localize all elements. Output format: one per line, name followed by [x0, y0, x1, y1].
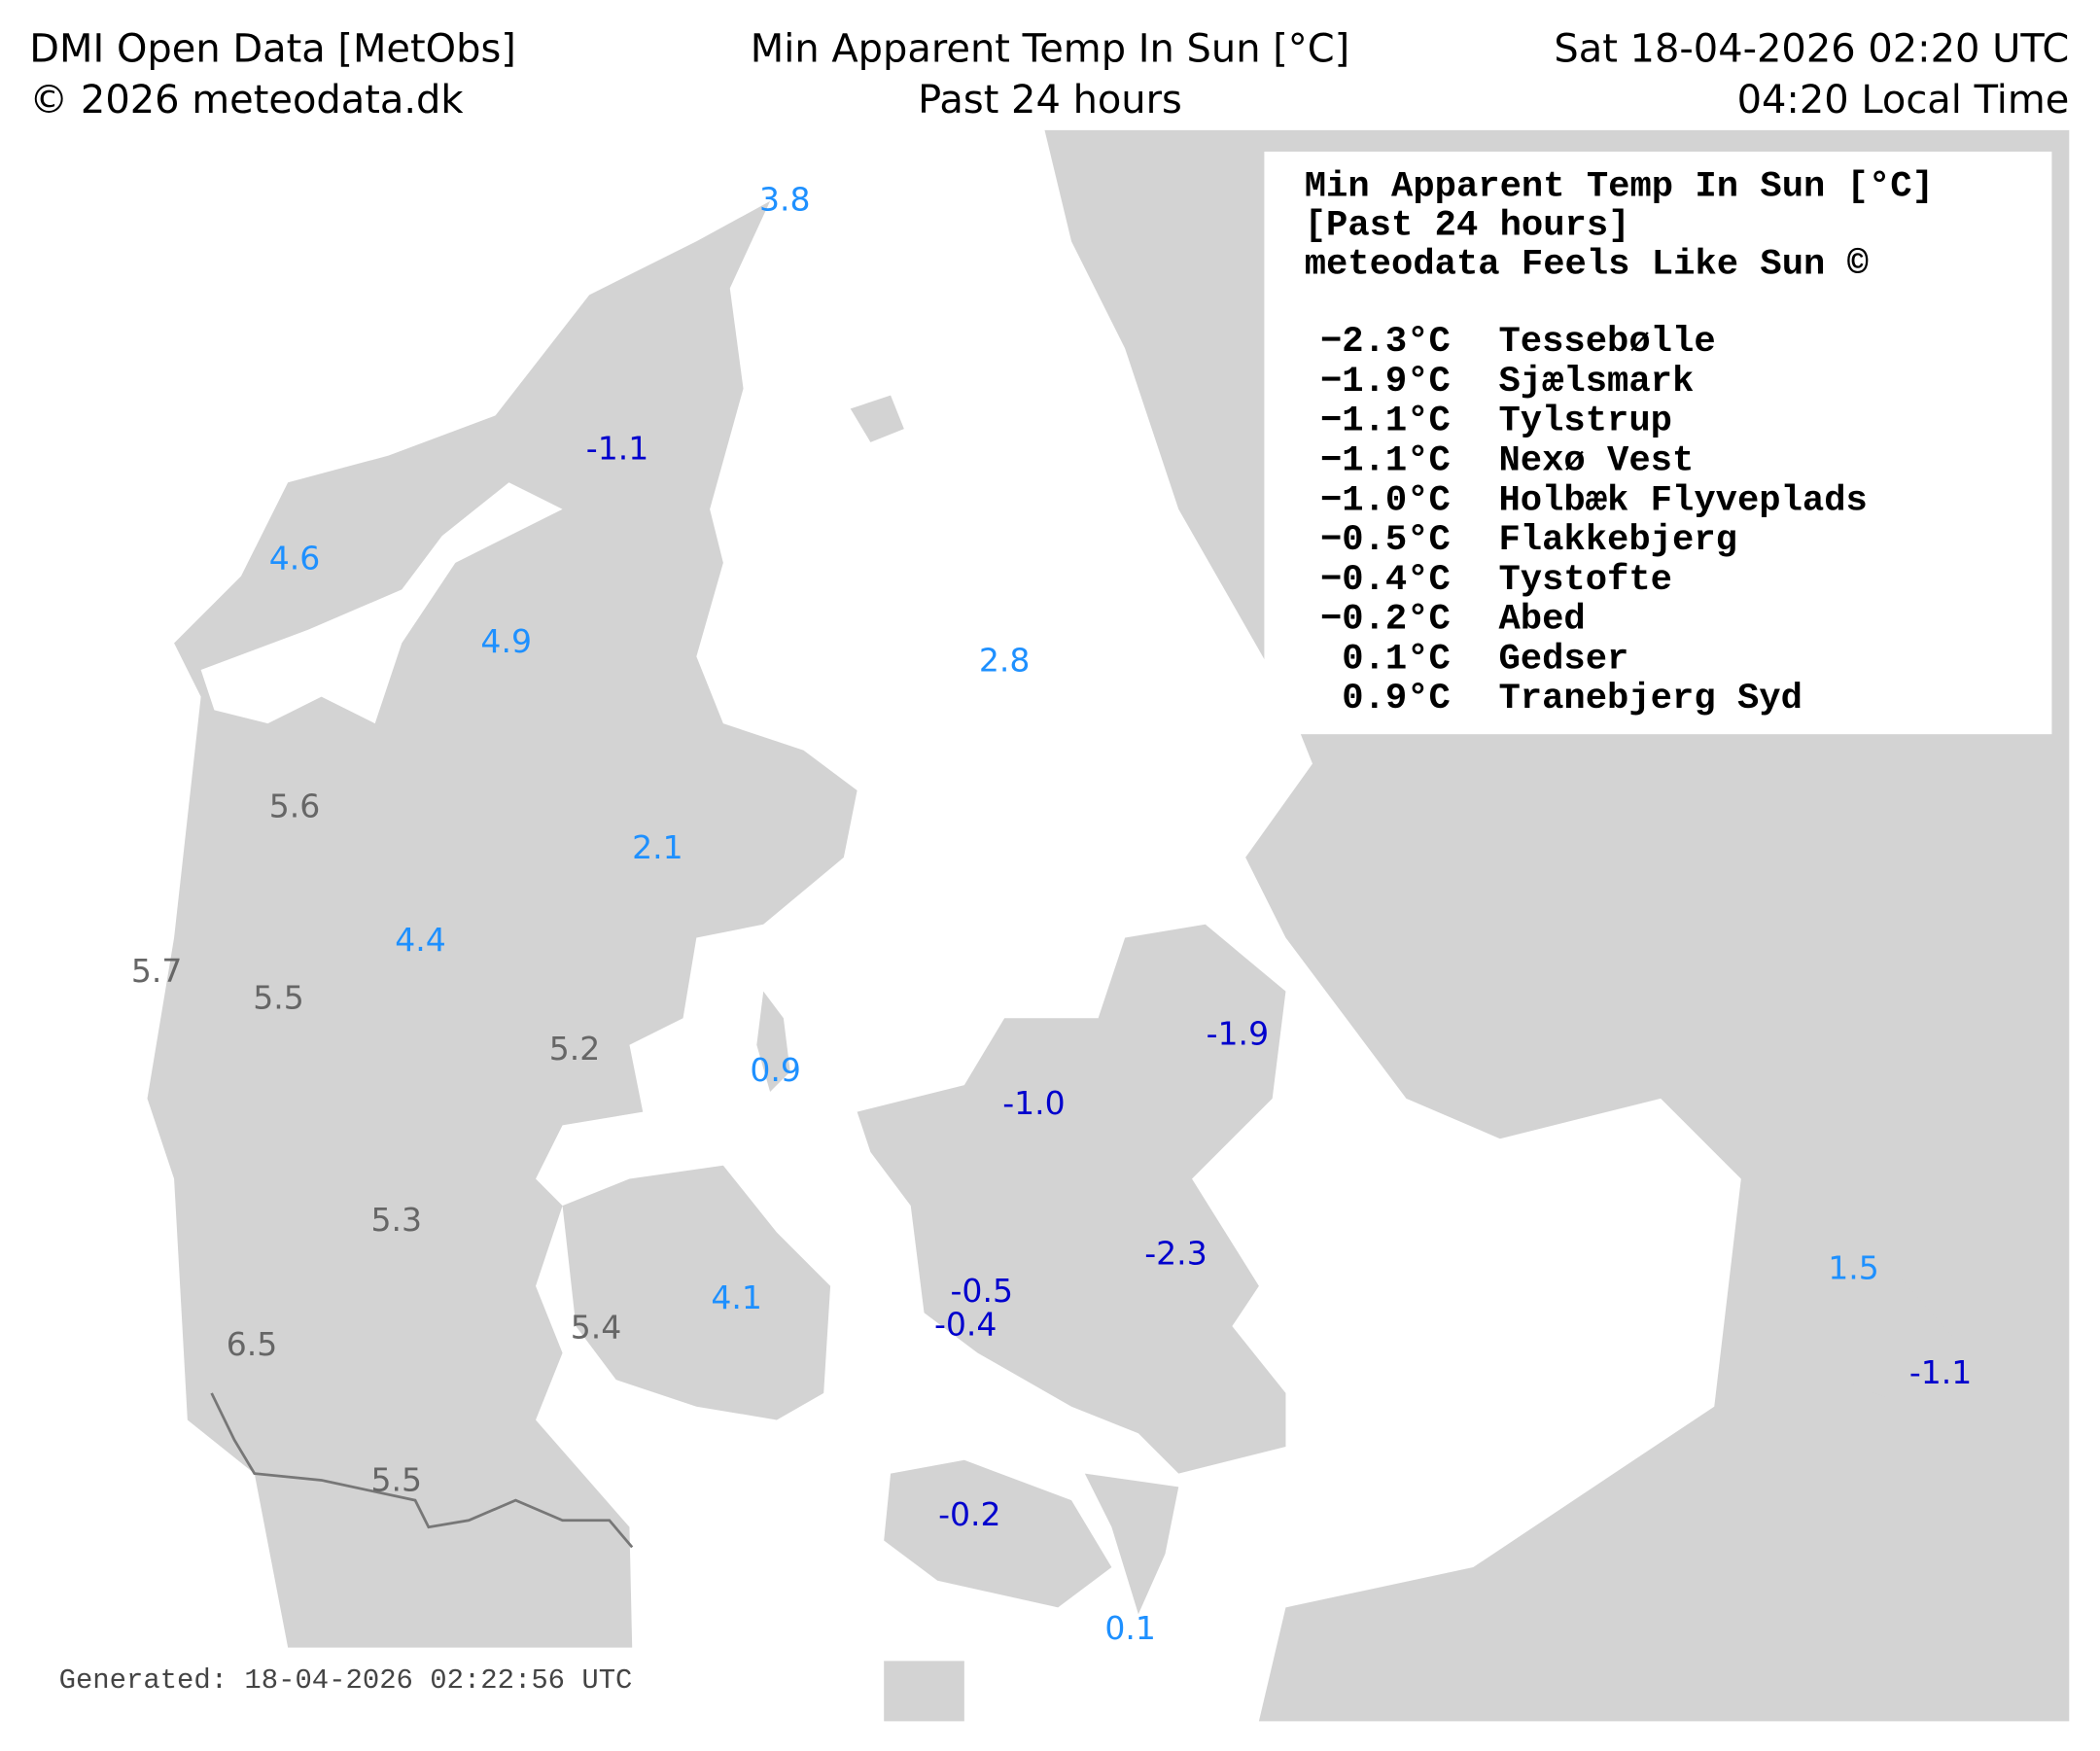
station-value: 0.1 — [1104, 1609, 1156, 1647]
header-text: DMI Open Data [MetObs] — [29, 27, 516, 72]
legend-value: −1.9°C — [1320, 362, 1451, 403]
header-text: Min Apparent Temp In Sun [°C] — [751, 27, 1349, 72]
station-value: 5.5 — [370, 1460, 422, 1498]
legend-title: meteodata Feels Like Sun © — [1305, 244, 1869, 285]
legend-value: −0.4°C — [1320, 560, 1451, 601]
station-value: -1.0 — [1002, 1084, 1065, 1122]
legend-value: 0.9°C — [1342, 679, 1451, 719]
station-value: 2.8 — [979, 641, 1031, 679]
station-value: 5.7 — [131, 952, 183, 990]
station-value: 5.6 — [269, 787, 321, 824]
falster — [1084, 1473, 1179, 1615]
legend-title: [Past 24 hours] — [1305, 205, 1630, 246]
header-text: © 2026 meteodata.dk — [29, 78, 464, 123]
header-text: Sat 18-04-2026 02:20 UTC — [1554, 27, 2069, 72]
jutland — [147, 200, 858, 1648]
legend-name: Flakkebjerg — [1498, 520, 1736, 561]
station-value: 4.9 — [480, 622, 532, 660]
header-text: Past 24 hours — [918, 78, 1182, 123]
station-value: -2.3 — [1144, 1235, 1207, 1273]
station-value: 0.9 — [750, 1051, 801, 1089]
station-value: -1.9 — [1207, 1015, 1269, 1053]
legend-name: Tessebølle — [1498, 322, 1715, 363]
legend-name: Gedser — [1498, 639, 1628, 680]
zealand — [857, 924, 1286, 1474]
germany — [884, 1661, 964, 1722]
border — [210, 1392, 634, 1549]
station-value: 2.1 — [632, 828, 683, 866]
legend-box — [1264, 151, 2052, 735]
legend-value: −0.2°C — [1320, 600, 1451, 641]
legend-value: 0.1°C — [1342, 639, 1451, 680]
station-value: 4.1 — [711, 1278, 762, 1316]
legend-name: Tystofte — [1498, 560, 1672, 601]
legend-name: Sjælsmark — [1498, 362, 1694, 403]
legend-value: −1.0°C — [1320, 480, 1451, 521]
laeso — [850, 395, 904, 442]
legend-value: −2.3°C — [1320, 322, 1451, 363]
legend-name: Holbæk Flyveplads — [1498, 480, 1867, 521]
content: DMI Open Data [MetObs] © 2026 meteodata.d… — [29, 27, 2069, 1697]
station-value: 4.6 — [269, 540, 321, 578]
legend-name: Abed — [1498, 600, 1585, 641]
bornholm — [1835, 1278, 1956, 1407]
header-text: 04:20 Local Time — [1737, 78, 2070, 123]
funen — [562, 1165, 831, 1420]
station-value: 5.4 — [571, 1308, 622, 1346]
station-value: -0.2 — [938, 1495, 1000, 1533]
station-value: -0.5 — [951, 1272, 1013, 1310]
station-value: 1.5 — [1828, 1249, 1879, 1287]
station-value: 5.5 — [253, 978, 304, 1016]
station-value: 5.3 — [370, 1201, 422, 1239]
station-value: 5.2 — [549, 1030, 601, 1068]
legend-name: Tranebjerg Syd — [1498, 679, 1802, 719]
station-value: -1.1 — [586, 430, 648, 468]
limfjord — [200, 482, 563, 724]
legend-name: Tylstrup — [1498, 402, 1672, 442]
station-value: 4.4 — [395, 921, 446, 959]
footer-text: Generated: 18-04-2026 02:22:56 UTC — [59, 1664, 633, 1697]
station-value: -1.1 — [1909, 1353, 1972, 1391]
station-value: -0.4 — [934, 1306, 997, 1344]
legend-name: Nexø Vest — [1498, 441, 1694, 482]
samso — [756, 991, 790, 1092]
station-value: 6.5 — [227, 1325, 278, 1363]
station-value: 3.8 — [759, 180, 811, 218]
legend-value: −1.1°C — [1320, 441, 1451, 482]
legend-value: −0.5°C — [1320, 520, 1451, 561]
lolland — [884, 1459, 1112, 1608]
legend-title: Min Apparent Temp In Sun [°C] — [1305, 166, 1934, 207]
legend-value: −1.1°C — [1320, 402, 1451, 442]
